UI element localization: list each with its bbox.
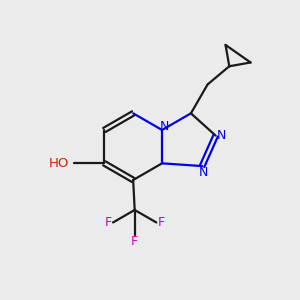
Text: HO: HO bbox=[49, 157, 69, 170]
Text: F: F bbox=[158, 216, 165, 229]
Text: N: N bbox=[217, 129, 226, 142]
Text: N: N bbox=[199, 166, 208, 178]
Text: F: F bbox=[131, 235, 138, 248]
Text: N: N bbox=[160, 119, 169, 133]
Text: F: F bbox=[104, 216, 112, 229]
